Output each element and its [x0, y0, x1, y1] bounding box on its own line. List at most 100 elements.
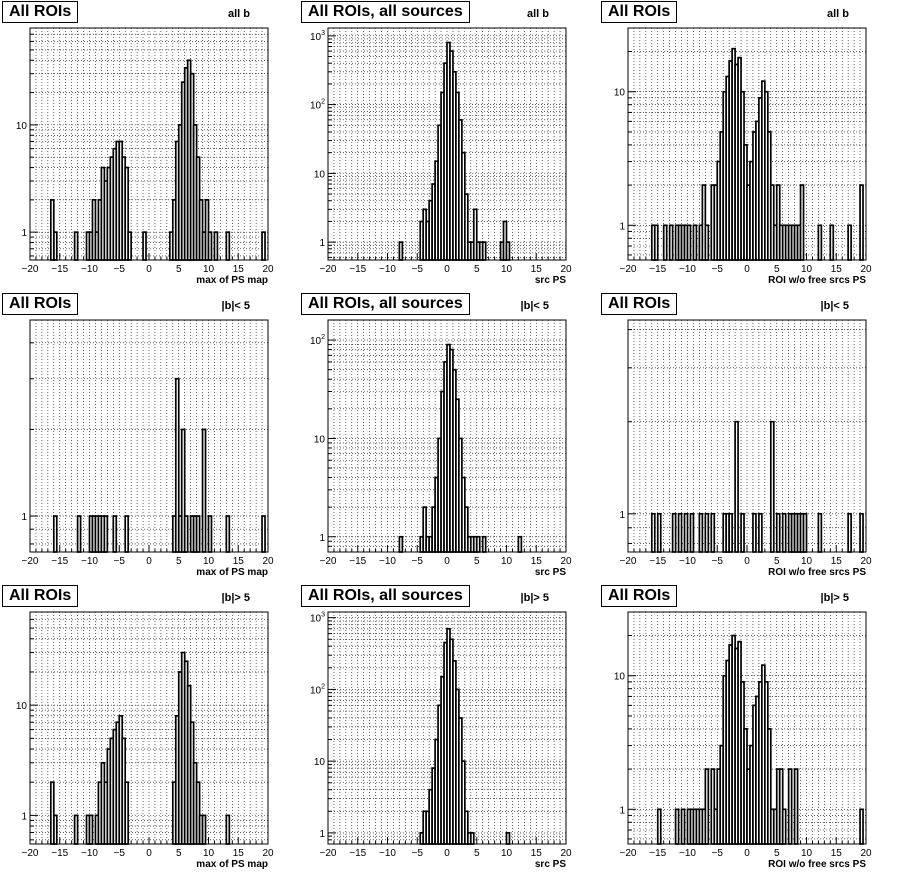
plot-frame: [29, 611, 269, 845]
x-tick-label: 0: [146, 264, 152, 275]
histogram-bin: [213, 231, 219, 261]
chart-title: All ROIs: [601, 1, 678, 23]
chart-subtitle: |b|> 5: [820, 592, 849, 604]
chart-title: All ROIs: [2, 585, 79, 607]
x-tick-label: −15: [51, 556, 68, 567]
x-tick-label: −15: [649, 848, 666, 859]
x-tick-label: −20: [320, 556, 337, 567]
histogram-panel-7: −20 −15 −10 −5 0 5 10 15 20 1 10 102 103 src PS: [310, 611, 572, 870]
histogram-bin: [740, 512, 745, 553]
histogram-bin: [781, 808, 787, 845]
grid-lines: [327, 320, 567, 553]
y-tick-label: 10: [614, 672, 626, 683]
x-tick-label: −10: [81, 556, 98, 567]
x-tick-label: 5: [474, 264, 480, 275]
histogram-bin: [225, 814, 231, 845]
x-tick-label: −5: [712, 848, 724, 859]
y-tick-label: 102: [310, 99, 325, 112]
histogram-bin: [201, 428, 207, 553]
x-tick-label: −10: [81, 848, 98, 859]
y-tick-label: 102: [310, 683, 325, 696]
x-tick-label: −15: [649, 264, 666, 275]
histogram-bin: [793, 768, 799, 845]
chart-title: All ROIs, all sources: [301, 1, 470, 23]
histogram-bars: [419, 627, 511, 845]
x-axis-label: src PS: [535, 859, 566, 870]
x-tick-label: −10: [679, 264, 696, 275]
histogram-bin: [183, 515, 189, 553]
histogram-bin: [225, 231, 231, 261]
y-tick-label: 1: [21, 811, 27, 822]
x-tick-label: −10: [679, 556, 696, 567]
y-tick-label: 10: [314, 434, 326, 445]
histogram-bin: [787, 768, 793, 845]
chart-subtitle: |b|< 5: [221, 300, 250, 312]
x-tick-label: −5: [412, 264, 424, 275]
x-tick-label: 5: [474, 848, 480, 859]
x-tick-label: 10: [203, 848, 215, 859]
histogram-bars: [656, 634, 864, 845]
x-tick-label: 0: [444, 556, 450, 567]
x-tick-label: −20: [22, 556, 39, 567]
x-tick-label: 15: [233, 556, 245, 567]
histogram-bin: [671, 512, 677, 553]
grid-lines: [327, 28, 567, 260]
histogram-bin: [781, 512, 787, 553]
histogram-bin: [799, 184, 805, 261]
x-tick-label: 20: [560, 556, 572, 567]
x-tick-label: 0: [744, 556, 750, 567]
histogram-bin: [261, 231, 266, 261]
histogram-bin: [728, 512, 733, 553]
x-tick-label: 10: [801, 556, 813, 567]
x-tick-label: 20: [560, 264, 572, 275]
x-tick-label: −5: [712, 556, 724, 567]
grid-lines: [29, 611, 269, 844]
grid-lines: [29, 27, 269, 260]
y-tick-label: 103: [310, 30, 325, 43]
x-tick-label: 0: [744, 264, 750, 275]
histogram-bin: [680, 808, 686, 845]
x-tick-label: 15: [831, 556, 843, 567]
histogram-bin: [103, 515, 109, 553]
x-axis-label: ROI w/o free srcs PS: [768, 567, 866, 578]
histogram-bin: [49, 781, 55, 845]
x-tick-label: −10: [379, 556, 396, 567]
x-tick-label: 5: [774, 848, 780, 859]
histogram-bin: [710, 512, 716, 553]
histogram-bin: [668, 224, 674, 261]
histogram-panel-5: −20 −15 −10 −5 0 5 10 15 20 1 ROI w/o free srcs PS: [619, 319, 872, 578]
histogram-bars: [650, 420, 864, 553]
x-tick-label: 0: [444, 264, 450, 275]
chart-subtitle: |b|> 5: [221, 592, 250, 604]
x-tick-label: −20: [22, 848, 39, 859]
histogram-panel-1: −20 −15 −10 −5 0 5 10 15 20 1 10 102 103 src PS: [310, 27, 572, 286]
chart-title: All ROIs, all sources: [301, 293, 470, 315]
x-tick-label: −20: [620, 264, 637, 275]
histogram-bin: [859, 808, 864, 845]
x-tick-label: −15: [51, 848, 68, 859]
y-tick-label: 1: [319, 829, 325, 840]
y-tick-label: 10: [614, 88, 626, 99]
x-axis-label: ROI w/o free srcs PS: [768, 275, 866, 286]
histogram-bin: [859, 184, 864, 261]
x-axis-label: ROI w/o free srcs PS: [768, 859, 866, 870]
chart-subtitle: all b: [826, 8, 849, 20]
chart-title: All ROIs: [2, 1, 79, 23]
histogram-bin: [650, 512, 656, 553]
histogram-bin: [76, 515, 82, 553]
x-tick-label: 20: [860, 264, 872, 275]
histogram-bin: [52, 515, 58, 553]
y-tick-label: 10: [16, 121, 28, 132]
histogram-bin: [124, 781, 130, 845]
histogram-bin: [734, 420, 739, 553]
x-tick-label: 15: [233, 848, 245, 859]
x-tick-label: −20: [620, 556, 637, 567]
x-axis-label: max of PS map: [196, 567, 268, 578]
x-tick-label: 10: [801, 848, 813, 859]
histogram-bin: [73, 814, 79, 845]
x-tick-label: 0: [744, 848, 750, 859]
histogram-bars: [398, 41, 511, 261]
x-tick-label: −5: [712, 264, 724, 275]
